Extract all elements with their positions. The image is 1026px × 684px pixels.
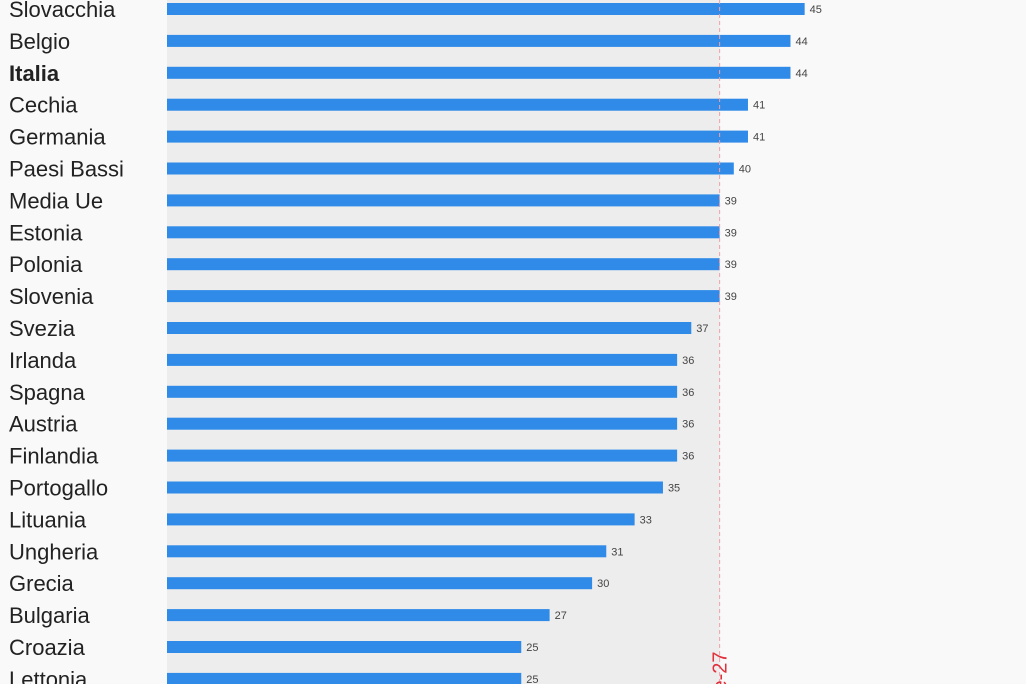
- category-label: Polonia: [9, 252, 83, 277]
- value-label: 36: [682, 387, 694, 399]
- value-label: 25: [526, 642, 538, 654]
- value-label: 37: [696, 323, 708, 335]
- value-label: 39: [725, 291, 737, 303]
- bar: [167, 290, 720, 303]
- shaded-region: [167, 0, 720, 684]
- category-label: Germania: [9, 125, 106, 150]
- bar: [167, 322, 692, 334]
- category-label: Grecia: [9, 571, 75, 596]
- category-labels: Slovacchia Belgio Italia Cechia Germania Paes…: [9, 0, 124, 684]
- bar: [167, 641, 522, 653]
- category-label: Irlanda: [9, 348, 77, 373]
- value-label: 39: [725, 195, 737, 207]
- bar: [167, 449, 678, 462]
- category-label: Cechia: [9, 93, 78, 118]
- value-label: 36: [682, 451, 694, 463]
- value-label: 39: [725, 227, 737, 239]
- category-label: Austria: [9, 412, 78, 437]
- category-label: Svezia: [9, 316, 76, 341]
- bar: [167, 258, 720, 271]
- value-label: 36: [682, 419, 694, 431]
- category-label: Estonia: [9, 220, 83, 245]
- bar: [167, 609, 550, 622]
- category-label: Ungheria: [9, 539, 99, 564]
- category-label: Lituania: [9, 507, 87, 532]
- bar: [167, 130, 748, 143]
- value-label: 27: [555, 610, 567, 622]
- bar: [167, 194, 720, 207]
- value-label: 25: [526, 674, 538, 684]
- bar: [167, 513, 635, 526]
- category-label: Italia: [9, 61, 60, 86]
- bars: [167, 3, 805, 684]
- value-label: 45: [810, 4, 822, 16]
- bar: [167, 353, 678, 366]
- category-label: Lettonia: [9, 667, 88, 684]
- value-label: 31: [611, 546, 623, 558]
- bar: [167, 98, 748, 111]
- bar: [167, 3, 805, 15]
- category-label: Portogallo: [9, 476, 108, 501]
- value-label: 36: [682, 355, 694, 367]
- value-label: 41: [753, 100, 765, 112]
- category-label: Croazia: [9, 635, 86, 660]
- bar: [167, 34, 791, 47]
- value-label: 41: [753, 132, 765, 144]
- bar: [167, 417, 678, 430]
- value-label: 44: [795, 36, 807, 48]
- category-label: Slovacchia: [9, 0, 116, 22]
- value-label: 30: [597, 578, 609, 590]
- category-label: Bulgaria: [9, 603, 90, 628]
- bar: [167, 162, 734, 175]
- value-label: 40: [739, 164, 751, 176]
- category-label: Slovenia: [9, 284, 94, 309]
- bar: [167, 226, 720, 239]
- value-label: 33: [640, 514, 652, 526]
- bar: [167, 545, 607, 558]
- bar: [167, 577, 593, 590]
- category-label: Spagna: [9, 380, 86, 405]
- category-label: Media Ue: [9, 188, 103, 213]
- category-label: Finlandia: [9, 444, 99, 469]
- bar: [167, 672, 522, 684]
- value-labels: 45 44 44 41 41 40 39 39 39 39 37 36 36 36 36 35 33 31 30 27…: [526, 4, 822, 684]
- bar: [167, 481, 663, 494]
- value-label: 44: [795, 68, 807, 80]
- value-label: 39: [725, 259, 737, 271]
- bar: [167, 66, 791, 79]
- category-label: Belgio: [9, 29, 70, 54]
- value-label: 35: [668, 483, 680, 495]
- category-label: Paesi Bassi: [9, 157, 124, 182]
- bar: [167, 385, 678, 398]
- reference-line-label: Ue-27: [710, 652, 732, 684]
